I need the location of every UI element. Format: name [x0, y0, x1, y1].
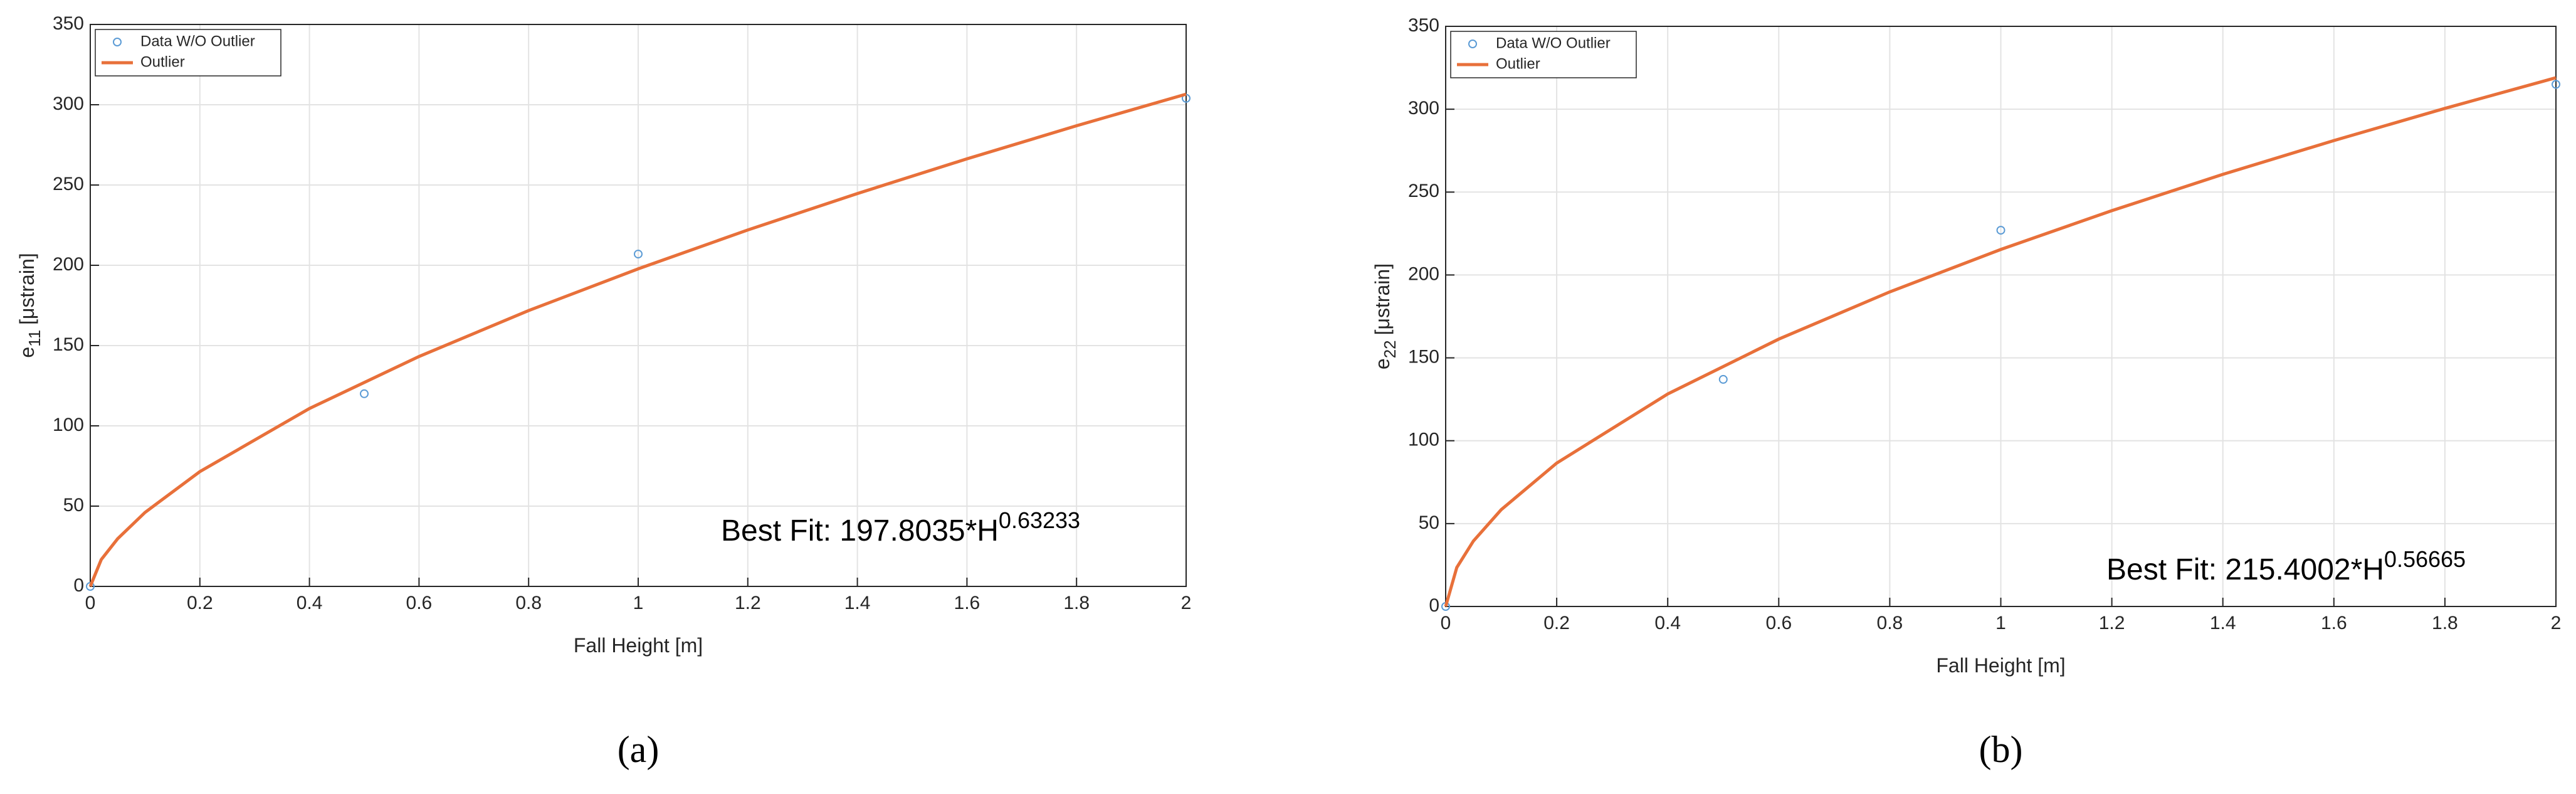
x-tick-label: 1 [1995, 613, 2006, 633]
x-tick-label: 0.4 [1654, 613, 1681, 633]
fit-line [88, 92, 1187, 587]
y-tick-label: 150 [53, 334, 84, 355]
y-tick-label: 200 [53, 254, 84, 275]
x-tick-label: 1.6 [954, 593, 980, 613]
y-axis-label-base: e [16, 347, 38, 358]
x-tick-label: 1 [633, 593, 644, 613]
x-tick-label: 0.2 [1543, 613, 1570, 633]
panel-label: (b) [1979, 729, 2023, 770]
annotation-text: Best Fit: 215.4002*H [2106, 553, 2384, 586]
x-tick-label: 2 [1181, 593, 1192, 613]
chart: 0 50 100 150 200 250 300 350 0 0.2 0.4 0.6 0.8 1 1.2 1.… [1371, 15, 2561, 770]
y-tick-label: 0 [1429, 595, 1439, 616]
chart: 0 50 100 150 200 250 300 350 0 0.2 0.4 0.6 0.8 1 1.2 1.… [16, 13, 1191, 770]
x-tick-label: 0.8 [1877, 613, 1903, 633]
y-tick-label: 100 [1408, 430, 1439, 450]
legend-label: Outlier [140, 53, 185, 70]
x-tick-label: 1.4 [844, 593, 871, 613]
data-point [2552, 80, 2560, 89]
axes-box [1445, 26, 2557, 607]
y-axis-label-sub: 22 [1380, 340, 1399, 358]
y-axis-label-unit: [μstrain] [1371, 263, 1394, 335]
legend-label: Data W/O Outlier [140, 33, 255, 50]
annotation-text: Best Fit: 197.8035*H [721, 514, 999, 548]
legend-label: Outlier [1496, 55, 1540, 72]
legend-box [1450, 31, 1637, 78]
axes-box [90, 24, 1187, 587]
legend-swatch [1468, 40, 1477, 48]
x-tick-label: 1.2 [2099, 613, 2125, 633]
x-axis-label: Fall Height [m] [574, 634, 703, 657]
fit-line [1444, 76, 2557, 607]
x-tick-label: 0.2 [187, 593, 213, 613]
y-tick-label: 300 [1408, 98, 1439, 119]
y-tick-label: 100 [53, 415, 84, 435]
y-tick-label: 350 [53, 13, 84, 34]
x-tick-label: 1.6 [2321, 613, 2347, 633]
x-tick-label: 0 [85, 593, 96, 613]
annotation: Best Fit: 215.4002*H0.56665 [2106, 546, 2466, 586]
y-tick-label: 50 [63, 495, 84, 516]
x-axis-label: Fall Height [m] [1936, 654, 2065, 677]
x-tick-label: 1.2 [735, 593, 761, 613]
data-point [360, 389, 369, 398]
x-tick-label: 1.8 [1063, 593, 1090, 613]
y-tick-label: 50 [1419, 512, 1439, 533]
data-point [1996, 226, 2006, 235]
y-tick-label: 250 [53, 174, 84, 194]
y-tick-label: 350 [1408, 15, 1439, 36]
y-tick-label: 0 [73, 575, 84, 596]
x-tick-label: 2 [2551, 613, 2562, 633]
x-tick-label: 0.8 [515, 593, 542, 613]
x-tick-label: 0.6 [406, 593, 433, 613]
y-tick-label: 300 [53, 93, 84, 114]
x-tick-label: 0 [1441, 613, 1451, 633]
x-tick-label: 0.6 [1765, 613, 1792, 633]
annotation-exponent: 0.56665 [2384, 546, 2466, 572]
y-axis-label-unit: [μstrain] [16, 253, 38, 324]
annotation-exponent: 0.63233 [999, 507, 1080, 533]
legend-swatch [113, 38, 122, 46]
y-tick-label: 250 [1408, 181, 1439, 201]
legend-box [95, 29, 281, 77]
panel-label: (a) [618, 729, 660, 770]
y-axis-label: e22 [μstrain] [1371, 263, 1399, 369]
annotation: Best Fit: 197.8035*H0.63233 [721, 507, 1080, 548]
x-tick-label: 1.8 [2432, 613, 2458, 633]
y-axis-label: e11 [μstrain] [16, 253, 44, 357]
data-point [634, 250, 643, 259]
y-tick-label: 150 [1408, 346, 1439, 367]
data-point [1718, 374, 1728, 384]
y-tick-label: 200 [1408, 263, 1439, 284]
legend-label: Data W/O Outlier [1496, 34, 1611, 51]
x-tick-label: 1.4 [2210, 613, 2236, 633]
y-axis-label-base: e [1371, 358, 1394, 369]
y-axis-label-sub: 11 [25, 330, 44, 347]
x-tick-label: 0.4 [297, 593, 323, 613]
